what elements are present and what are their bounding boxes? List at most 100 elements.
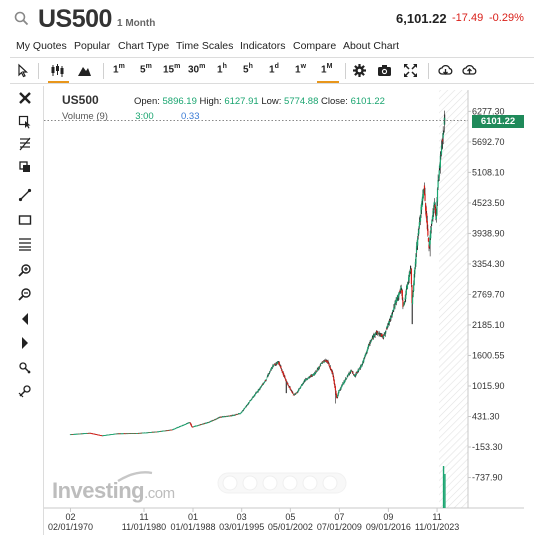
candle-body (301, 384, 304, 385)
camera-icon[interactable] (377, 63, 392, 78)
zoom-out-icon[interactable] (18, 287, 32, 301)
toolbar-separator (38, 63, 39, 79)
trendline-icon[interactable] (18, 188, 32, 202)
candle-body (349, 372, 351, 373)
candle-body (341, 385, 343, 387)
candlestick-type-icon[interactable] (50, 63, 65, 78)
cloud-download-icon[interactable] (438, 63, 453, 78)
horizontal-lines-icon[interactable] (18, 237, 32, 251)
legend-low-value: 5774.88 (284, 96, 319, 107)
chart-legend: US500 Open: 5896.19 High: 6127.91 Low: 5… (62, 93, 385, 122)
candle-body (405, 294, 407, 300)
y-tick-label: 3354.30 (472, 259, 505, 269)
menu-chart-type[interactable]: Chart Type (118, 40, 170, 52)
candle-body (296, 392, 298, 394)
candle-body (442, 133, 444, 138)
nav-forward-icon[interactable] (302, 475, 318, 491)
lock-icon[interactable] (18, 361, 32, 375)
nav-zoom-out-icon[interactable] (262, 475, 278, 491)
nav-zoom-in-icon[interactable] (282, 475, 298, 491)
rectangle-icon[interactable] (18, 213, 32, 227)
candle-body (383, 334, 385, 338)
drawing-tools-panel (10, 86, 44, 535)
x-tick-label-date: 01/01/1988 (170, 522, 215, 532)
candle-body (355, 373, 357, 375)
menu-my-quotes[interactable]: My Quotes (16, 40, 67, 52)
candle-body (277, 361, 279, 363)
candle-body (309, 376, 312, 377)
legend-close-value: 6101.22 (350, 96, 385, 107)
candle-body (333, 380, 335, 385)
crosshair-icon[interactable] (18, 115, 32, 129)
timescale-1h[interactable]: 1h (217, 63, 227, 76)
nav-back-icon[interactable] (242, 475, 258, 491)
settings-gear-icon[interactable] (352, 63, 367, 78)
timescale-1w[interactable]: 1w (295, 63, 307, 76)
price-chart[interactable]: 6277.30 5692.70 5108.10 4523.50 3938.90 3354.… (0, 86, 534, 535)
fullscreen-icon[interactable] (403, 63, 418, 78)
legend-low-label: Low: (261, 96, 282, 107)
candle-body (220, 416, 222, 418)
menu-about-chart[interactable]: About Chart (343, 40, 400, 52)
timescale-15m[interactable]: 15m (163, 63, 181, 76)
candle-body (413, 274, 415, 285)
candle-body (403, 302, 405, 306)
timescale-30m[interactable]: 30m (188, 63, 206, 76)
candle-body (341, 385, 343, 388)
legend-volume-label: Volume (9) (62, 111, 108, 122)
candle-body (438, 170, 440, 178)
close-icon[interactable] (18, 91, 32, 105)
scroll-left-icon[interactable] (18, 312, 32, 326)
menu-time-scales[interactable]: Time Scales (176, 40, 234, 52)
candle-body (264, 381, 266, 382)
candle-body (391, 313, 393, 316)
candle-body (245, 406, 247, 408)
layers-icon[interactable] (18, 160, 32, 174)
candle-body (338, 390, 340, 394)
candle-body (254, 394, 256, 396)
candle-body (272, 364, 275, 367)
cursor-icon[interactable] (15, 63, 30, 78)
fibonacci-icon[interactable] (18, 137, 32, 151)
price-change: -17.49 (452, 12, 484, 24)
cloud-upload-icon[interactable] (462, 63, 477, 78)
candle-body (287, 382, 289, 385)
nav-scroll-left-icon[interactable] (222, 475, 238, 491)
timescale-5m[interactable]: 5m (140, 63, 152, 76)
candle-body (372, 338, 374, 339)
candle-body (239, 413, 241, 415)
candle-body (338, 390, 340, 392)
menu-popular[interactable]: Popular (74, 40, 111, 52)
candle-body (419, 214, 422, 222)
area-type-icon[interactable] (77, 63, 92, 78)
nav-scroll-right-icon[interactable] (322, 475, 338, 491)
magnet-icon[interactable] (18, 384, 32, 398)
legend-volume-value-a: 3:00 (135, 111, 154, 122)
candle-body (363, 358, 365, 362)
candle-body (418, 229, 420, 234)
candle-body (317, 367, 319, 370)
y-tick-label: 3938.90 (472, 228, 505, 238)
menu-indicators[interactable]: Indicators (240, 40, 286, 52)
candle-body (400, 288, 402, 291)
candle-body (440, 145, 443, 155)
y-tick-label: 2769.70 (472, 289, 505, 299)
search-icon[interactable] (13, 10, 30, 27)
candle-body (284, 376, 286, 379)
candle-body (371, 337, 373, 339)
scroll-right-icon[interactable] (18, 336, 32, 350)
candle-body (345, 378, 347, 380)
candle-body (356, 372, 358, 374)
timescale-5h[interactable]: 5h (243, 63, 253, 76)
timescale-1M[interactable]: 1M (321, 63, 333, 76)
future-area (439, 90, 468, 508)
candle-body (234, 414, 237, 416)
candle-body (432, 210, 435, 212)
timescale-1m[interactable]: 1m (113, 63, 125, 76)
timescale-1d[interactable]: 1d (269, 63, 279, 76)
candle-body (329, 366, 331, 368)
candle-body (246, 404, 248, 406)
menu-compare[interactable]: Compare (293, 40, 337, 52)
zoom-in-icon[interactable] (18, 263, 32, 277)
candle-body (252, 396, 254, 398)
